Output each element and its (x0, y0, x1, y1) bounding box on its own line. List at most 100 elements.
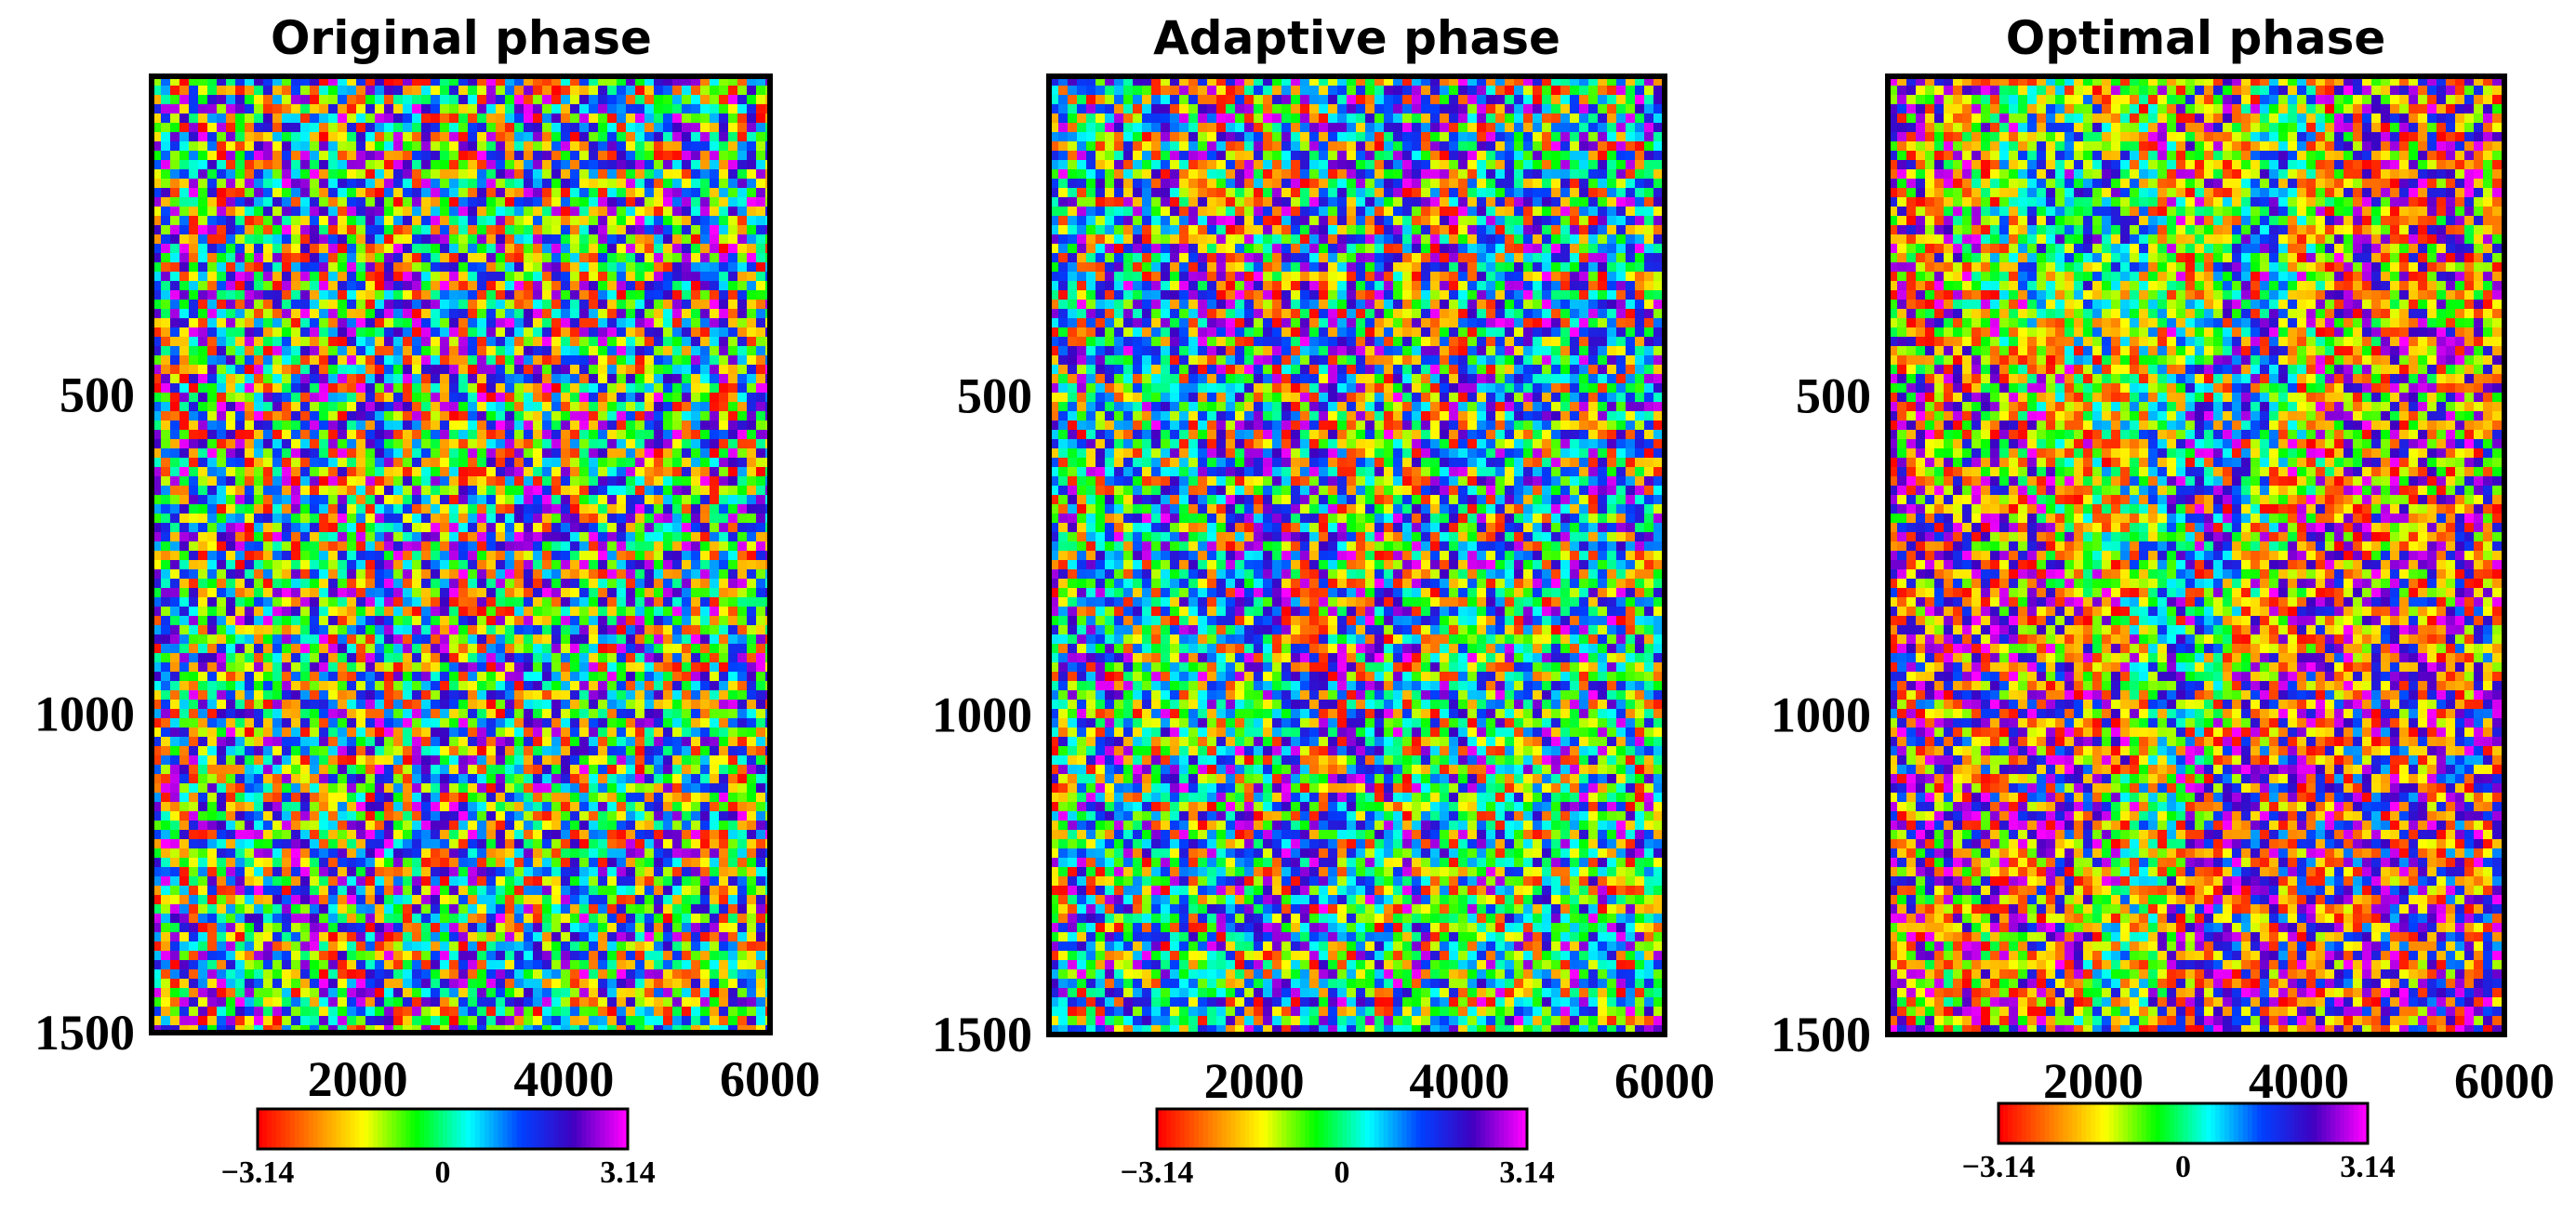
phase-cell (300, 253, 310, 262)
phase-cell (570, 588, 579, 597)
phase-cell (245, 281, 254, 290)
phase-cell (607, 76, 617, 86)
phase-cell (152, 188, 161, 197)
phase-cell (756, 421, 765, 430)
phase-cell (561, 504, 570, 514)
phase-cell (719, 495, 728, 504)
phase-cell (300, 439, 310, 448)
phase-cell (272, 765, 282, 774)
phase-cell (198, 262, 207, 272)
phase-cell (272, 151, 282, 160)
phase-cell (700, 728, 710, 737)
phase-cell (579, 355, 589, 365)
phase-cell (347, 504, 356, 514)
phase-cell (384, 458, 393, 467)
phase-cell (719, 76, 728, 86)
phase-cell (449, 728, 458, 737)
phase-cell (644, 616, 654, 625)
phase-cell (431, 253, 440, 262)
phase-cell (719, 207, 728, 216)
phase-cell (598, 197, 607, 207)
phase-cell (514, 272, 524, 281)
phase-cell (170, 188, 179, 197)
phase-cell (347, 681, 356, 690)
phase-cell (403, 495, 412, 504)
phase-cell (449, 86, 458, 95)
phase-cell (747, 541, 756, 551)
phase-cell (719, 514, 728, 523)
phase-cell (300, 607, 310, 616)
phase-cell (347, 737, 356, 746)
phase-cell (431, 458, 440, 467)
phase-cell (747, 188, 756, 197)
phase-cell (728, 495, 737, 504)
phase-cell (626, 179, 635, 188)
phase-cell (514, 374, 524, 383)
phase-cell (217, 755, 226, 765)
phase-cell (161, 355, 170, 365)
phase-cell (477, 272, 486, 281)
phase-cell (710, 327, 719, 337)
phase-cell (654, 709, 663, 718)
phase-cell (468, 644, 477, 653)
phase-cell (514, 393, 524, 402)
phase-cell (421, 569, 431, 579)
phase-cell (347, 458, 356, 467)
phase-cell (719, 672, 728, 681)
phase-cell (300, 476, 310, 486)
phase-cell (477, 402, 486, 411)
phase-cell (524, 700, 533, 709)
phase-cell (747, 495, 756, 504)
phase-cell (468, 625, 477, 634)
phase-cell (328, 207, 338, 216)
phase-cell (189, 523, 198, 532)
phase-cell (458, 421, 468, 430)
phase-cell (486, 467, 496, 476)
phase-cell (737, 700, 747, 709)
phase-cell (338, 495, 347, 504)
phase-cell (384, 179, 393, 188)
phase-cell (607, 383, 617, 393)
phase-cell (245, 430, 254, 439)
phase-cell (514, 709, 524, 718)
phase-cell (570, 421, 579, 430)
phase-cell (431, 653, 440, 662)
phase-cell (607, 197, 617, 207)
phase-cell (663, 383, 672, 393)
phase-cell (328, 188, 338, 197)
phase-cell (403, 718, 412, 728)
phase-cell (207, 755, 217, 765)
phase-cell (282, 672, 291, 681)
phase-cell (617, 421, 626, 430)
phase-cell (737, 402, 747, 411)
phase-cell (161, 690, 170, 700)
phase-cell (403, 421, 412, 430)
phase-cell (440, 188, 449, 197)
phase-cell (468, 662, 477, 672)
phase-cell (747, 393, 756, 402)
phase-cell (719, 728, 728, 737)
phase-cell (393, 337, 403, 346)
phase-cell (291, 225, 300, 234)
phase-cell (607, 728, 617, 737)
phase-cell (291, 551, 300, 560)
phase-cell (375, 476, 384, 486)
phase-cell (551, 448, 561, 458)
phase-cell (458, 541, 468, 551)
phase-cell (338, 216, 347, 225)
phase-cell (505, 132, 514, 141)
phase-cell (579, 653, 589, 662)
phase-cell (235, 272, 245, 281)
phase-cell (235, 421, 245, 430)
phase-cell (412, 374, 421, 383)
phase-cell (263, 607, 272, 616)
phase-cell (635, 123, 644, 132)
phase-cell (617, 179, 626, 188)
phase-cell (328, 439, 338, 448)
phase-cell (533, 700, 542, 709)
phase-cell (719, 272, 728, 281)
phase-cell (393, 467, 403, 476)
phase-cell (700, 579, 710, 588)
phase-cell (254, 141, 263, 151)
phase-cell (272, 448, 282, 458)
